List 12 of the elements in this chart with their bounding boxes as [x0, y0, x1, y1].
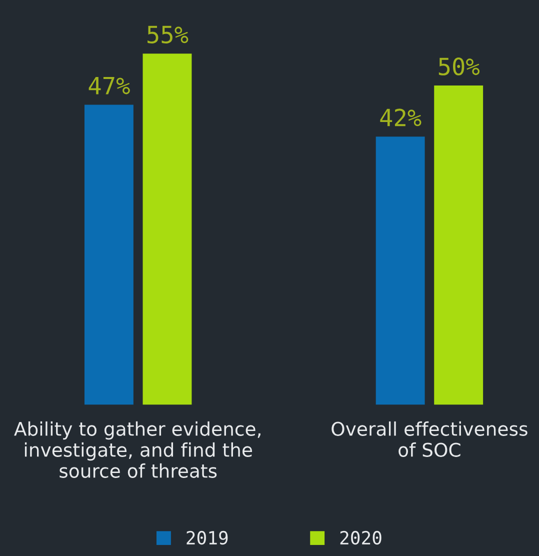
data-label: 55% — [148, 26, 188, 44]
x-tick-label: Overall effectiveness of SOC — [332, 421, 528, 457]
bar — [434, 86, 484, 405]
data-label: 42% — [380, 108, 422, 126]
legend-label: 2019 — [186, 530, 228, 545]
bar — [84, 104, 134, 405]
data-label: 50% — [438, 58, 480, 76]
legend-label: 2020 — [340, 530, 382, 545]
bar — [142, 54, 192, 405]
data-label: 47% — [88, 77, 130, 94]
bar — [376, 136, 425, 405]
x-tick-label: Ability to gather evidence, investigate, and find the source of threats — [14, 421, 260, 478]
